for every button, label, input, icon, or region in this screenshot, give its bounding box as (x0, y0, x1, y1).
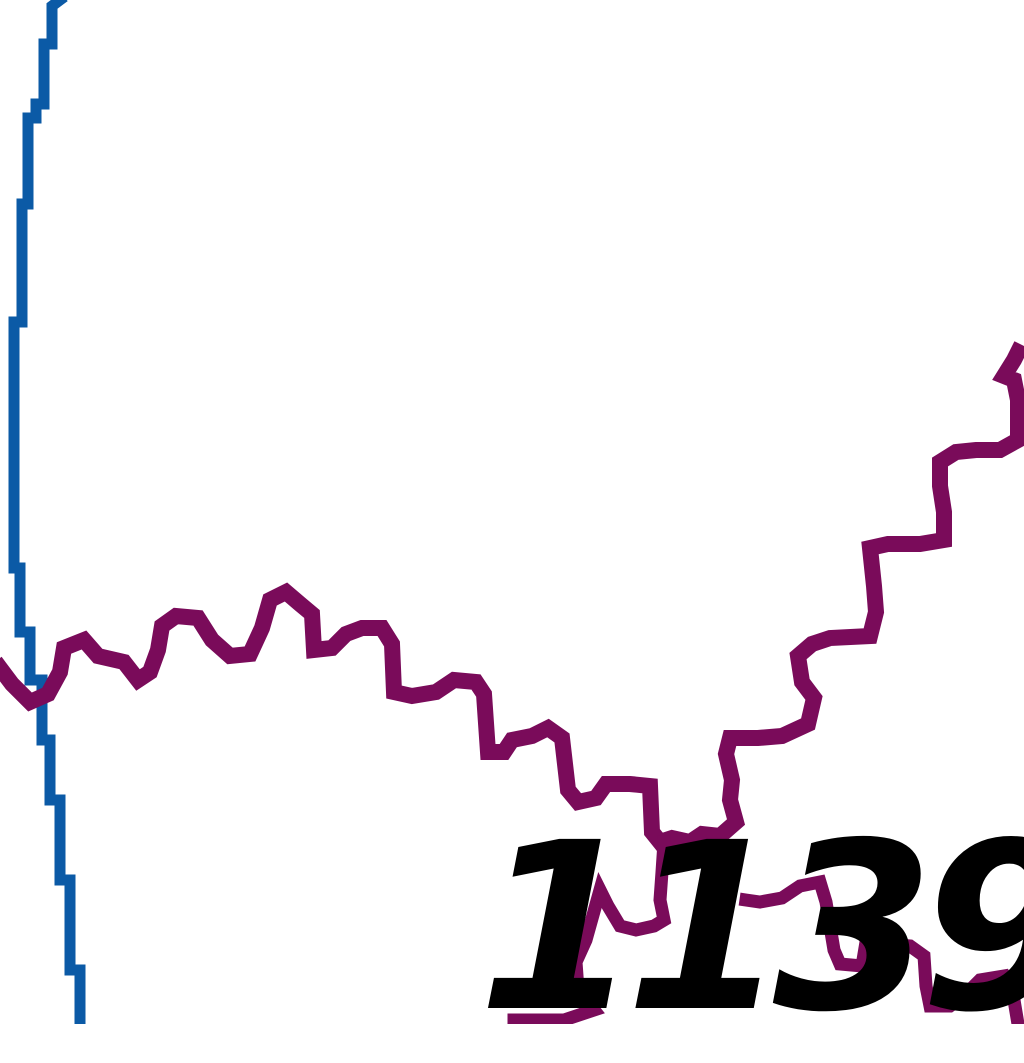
purple-noise-line-segment (738, 874, 1024, 1024)
noise-lines (0, 0, 1024, 1024)
purple-noise-line (0, 341, 1024, 852)
captcha-text: 1139 (478, 793, 1024, 1063)
blue-noise-line (8, 0, 86, 1024)
purple-noise-line-segment (507, 835, 672, 1024)
